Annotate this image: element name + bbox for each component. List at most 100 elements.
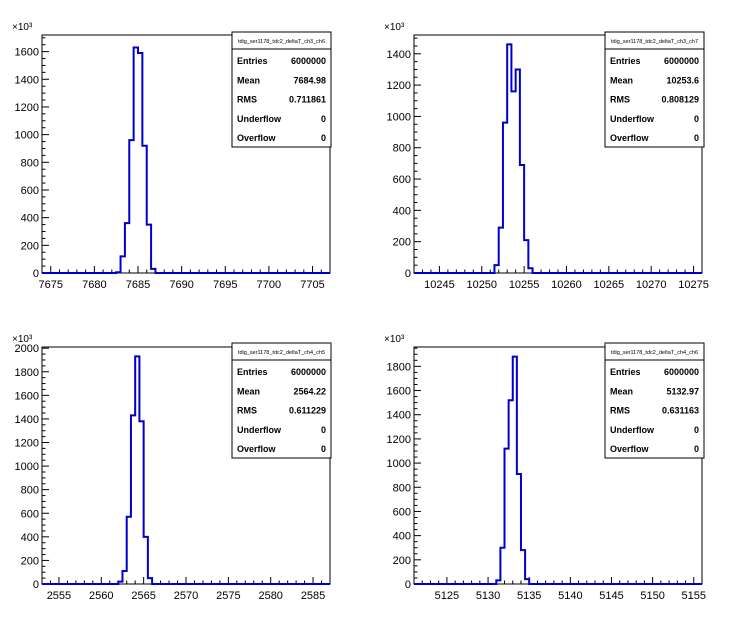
x-tick-label: 10275: [678, 279, 709, 291]
stats-box: tdig_ser1178_tdc2_deltaT_ch4_ch5 Entries 6…: [231, 342, 332, 459]
stats-value: 0: [321, 444, 326, 454]
histogram-bin: [121, 256, 125, 273]
histogram-bin: [521, 550, 525, 584]
y-tick-label: 1600: [387, 386, 411, 398]
stats-title: tdig_ser1178_tdc2_deltaT_ch3_ch7: [611, 39, 698, 45]
histogram-bin: [142, 146, 146, 273]
x-tick-label: 10250: [466, 279, 497, 291]
stats-label: Overflow: [237, 444, 277, 454]
histogram-bin: [151, 269, 155, 273]
stats-box-frame: [231, 342, 332, 459]
x-tick-label: 5135: [517, 590, 541, 602]
histogram-bin: [513, 357, 517, 584]
x-tick-label: 7690: [169, 279, 193, 291]
histogram-bin: [135, 356, 139, 584]
stats-title: tdig_ser1178_tdc2_deltaT_ch4_ch6: [611, 350, 698, 356]
stats-label: Underflow: [237, 114, 282, 124]
stats-title: tdig_ser1178_tdc2_deltaT_ch4_ch5: [238, 350, 325, 356]
histogram-bin: [496, 580, 500, 584]
histogram-panel: 10245 10250 10255 10260 10265 10270 10275 0 200 4…: [384, 22, 709, 291]
stats-box-frame: [604, 31, 705, 148]
stats-value: 0: [321, 114, 326, 124]
stats-value: 0: [694, 114, 699, 124]
x-tick-label: 2570: [174, 590, 198, 602]
y-tick-label: 1600: [15, 47, 39, 59]
y-tick-label: 600: [393, 506, 411, 518]
histogram-bin: [525, 579, 529, 584]
x-tick-label: 2585: [301, 590, 325, 602]
stats-value: 0: [321, 425, 326, 435]
stats-value: 0.711861: [289, 95, 326, 105]
histogram-bin: [147, 225, 151, 273]
histogram-bin: [129, 140, 133, 273]
histogram-bin: [125, 223, 129, 273]
y-tick-label: 200: [21, 555, 39, 567]
histogram-panel: 2555 2560 2565 2570 2575 2580 2585 0 200 400 600 80…: [12, 334, 332, 602]
stats-label: Underflow: [237, 425, 282, 435]
stats-value: 6000000: [291, 56, 326, 66]
histogram-panel: 7675 7680 7685 7690 7695 7700 7705 0 200 400 600 80…: [12, 22, 332, 291]
histogram-bin: [517, 474, 521, 584]
x-tick-label: 2555: [47, 590, 71, 602]
axis-multiplier: ×10³: [12, 334, 33, 345]
y-tick-label: 400: [393, 205, 411, 217]
histogram-bin: [116, 272, 120, 273]
x-tick-label: 5145: [599, 590, 623, 602]
stats-label: Underflow: [610, 425, 655, 435]
y-tick-label: 1400: [15, 74, 39, 86]
histogram-bin: [511, 91, 515, 273]
y-tick-label: 400: [21, 213, 39, 225]
y-tick-label: 1200: [15, 102, 39, 114]
stats-box-frame: [604, 342, 705, 459]
histogram-line: [42, 355, 330, 585]
x-tick-label: 10260: [551, 279, 582, 291]
x-tick-label: 2565: [131, 590, 155, 602]
stats-value: 0.631163: [662, 406, 699, 416]
axis-multiplier: ×10³: [12, 22, 33, 33]
stats-label: Overflow: [610, 444, 650, 454]
stats-value: 7684.98: [293, 75, 326, 85]
histogram-bin: [528, 268, 532, 273]
stats-label: Overflow: [237, 133, 277, 143]
y-tick-label: 600: [393, 174, 411, 186]
x-tick-label: 5140: [558, 590, 582, 602]
histogram-bin: [134, 47, 138, 273]
y-tick-label: 600: [21, 508, 39, 520]
y-tick-label: 1600: [15, 390, 39, 402]
histogram-bin: [503, 123, 507, 273]
stats-box: tdig_ser1178_tdc2_deltaT_ch3_ch6 Entries 6…: [231, 31, 332, 148]
histogram-bin: [127, 517, 131, 584]
y-tick-label: 200: [21, 240, 39, 252]
y-tick-label: 1400: [387, 49, 411, 61]
histogram-bin: [520, 165, 524, 273]
stats-box: tdig_ser1178_tdc2_deltaT_ch3_ch7 Entries 6…: [604, 31, 705, 148]
histogram-line: [42, 46, 330, 274]
y-tick-label: 800: [393, 482, 411, 494]
histogram-bin: [138, 53, 142, 273]
stats-label: Entries: [610, 367, 641, 377]
stats-label: RMS: [610, 95, 630, 105]
x-tick-label: 10245: [424, 279, 455, 291]
stats-value: 0: [694, 133, 699, 143]
y-tick-label: 1000: [15, 461, 39, 473]
y-tick-label: 800: [21, 485, 39, 497]
histogram-bin: [516, 69, 520, 273]
x-tick-label: 7695: [213, 279, 237, 291]
histogram-bin: [131, 415, 135, 584]
y-tick-label: 200: [393, 237, 411, 249]
y-tick-label: 0: [33, 579, 39, 591]
histogram-bin: [500, 548, 504, 584]
stats-value: 0: [321, 133, 326, 143]
stats-value: 6000000: [291, 367, 326, 377]
x-tick-label: 10255: [509, 279, 540, 291]
stats-label: Entries: [237, 56, 268, 66]
stats-value: 2564.22: [293, 386, 326, 396]
x-tick-label: 7675: [38, 279, 62, 291]
y-tick-label: 1000: [387, 111, 411, 123]
x-tick-label: 5125: [435, 590, 459, 602]
histogram-bin: [118, 582, 122, 584]
x-tick-label: 2560: [89, 590, 113, 602]
histogram-bin: [139, 421, 143, 584]
y-tick-label: 1200: [387, 434, 411, 446]
